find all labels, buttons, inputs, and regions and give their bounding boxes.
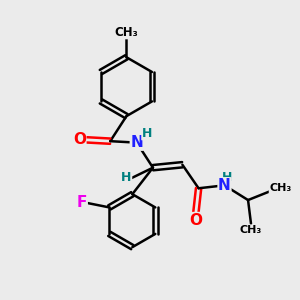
Text: N: N (130, 135, 143, 150)
Text: CH₃: CH₃ (269, 183, 292, 193)
Text: N: N (218, 178, 231, 193)
Text: H: H (121, 172, 132, 184)
Text: CH₃: CH₃ (240, 225, 262, 235)
Text: H: H (222, 171, 233, 184)
Text: O: O (189, 213, 202, 228)
Text: CH₃: CH₃ (115, 26, 138, 39)
Text: O: O (73, 132, 86, 147)
Text: H: H (142, 127, 152, 140)
Text: F: F (77, 196, 87, 211)
